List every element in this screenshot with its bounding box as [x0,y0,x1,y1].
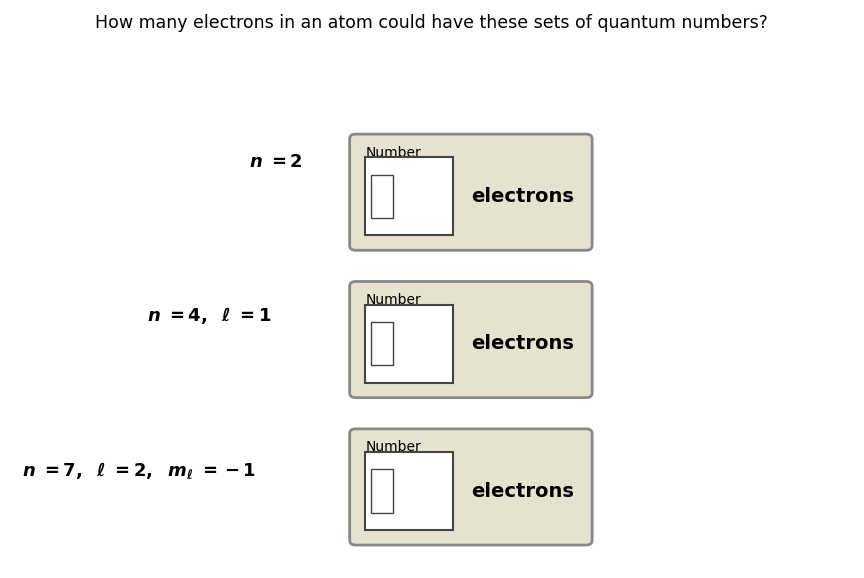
Bar [365,305,454,383]
Text: How many electrons in an atom could have these sets of quantum numbers?: How many electrons in an atom could have… [95,14,768,32]
Bar [372,175,392,218]
Text: electrons: electrons [472,481,575,501]
Bar [365,157,454,235]
Text: Number: Number [365,440,422,454]
FancyBboxPatch shape [350,134,592,250]
FancyBboxPatch shape [350,429,592,545]
Text: Number: Number [365,293,422,307]
FancyBboxPatch shape [350,281,592,398]
Bar [372,469,392,513]
Text: electrons: electrons [472,187,575,206]
Bar [372,322,392,365]
Text: electrons: electrons [472,334,575,353]
Text: $\boldsymbol{n}$ $\mathbf{= 2}$: $\boldsymbol{n}$ $\mathbf{= 2}$ [249,153,302,171]
Text: $\boldsymbol{n}$ $\mathbf{= 4,}$  $\boldsymbol{\ell}$ $\mathbf{= 1}$: $\boldsymbol{n}$ $\mathbf{= 4,}$ $\bolds… [147,305,271,325]
Text: $\boldsymbol{n}$ $\mathbf{= 7,}$  $\boldsymbol{\ell}$ $\mathbf{= 2,}$  $\boldsym: $\boldsymbol{n}$ $\mathbf{= 7,}$ $\bolds… [22,461,256,481]
Text: Number: Number [365,146,422,160]
Bar [365,452,454,530]
